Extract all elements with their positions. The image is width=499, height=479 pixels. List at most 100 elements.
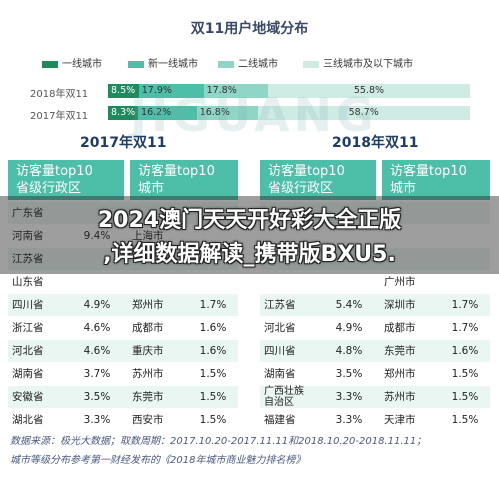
bar-segment: 58.7% — [257, 106, 470, 120]
banner-line-1: 2024澳门天天开好彩大全正版 — [97, 208, 402, 233]
legend-entry: 二线城市 — [218, 55, 278, 70]
province-name: 湖南省 — [264, 368, 296, 380]
legend-entry: 一线城市 — [42, 55, 102, 70]
city-header: 访客量top10 城市 — [130, 160, 238, 200]
legend-swatch — [42, 60, 58, 68]
legend-swatch — [218, 60, 234, 68]
bar-segment: 55.8% — [268, 84, 470, 98]
city-name: 重庆市 — [132, 345, 164, 357]
table-row — [8, 386, 238, 408]
province-share: 3.3% — [83, 414, 111, 426]
city-share: 1.5% — [451, 414, 479, 426]
province-name: 湖南省 — [12, 368, 44, 380]
bar-segment: 8.3% — [108, 106, 139, 120]
overlay-banner: 2024澳门天天开好彩大全正版 ,详细数据解读_携带版BXU5. — [0, 196, 499, 274]
table-row — [8, 202, 238, 224]
legend-entry: 新一线城市 — [128, 55, 198, 70]
province-share: 9.4% — [83, 230, 111, 242]
city-name: 成都市 — [384, 322, 416, 334]
table-row — [260, 271, 490, 293]
table-row — [260, 386, 490, 408]
table-row — [8, 248, 238, 270]
footer-source: 数据来源：极光大数据；取数周期：2017.10.20-2017.11.11和20… — [10, 436, 427, 447]
city-name — [132, 271, 188, 293]
province-share: 3.5% — [83, 391, 111, 403]
city-name: 郑州市 — [384, 368, 416, 380]
header-text: 城市 — [138, 181, 165, 196]
year-title: 2018年双11 — [332, 135, 419, 151]
province-share: 5.4% — [335, 299, 363, 311]
header-text: 访客量top10 — [16, 164, 93, 179]
province-name: 福建省 — [264, 414, 296, 426]
bar-category-label: 2017年双11 — [30, 111, 89, 122]
city-share — [188, 271, 238, 293]
province-share: 4.9% — [83, 299, 111, 311]
city-share: 1.5% — [199, 391, 227, 403]
table-row — [260, 202, 490, 224]
province-name: 广东省 — [12, 207, 44, 219]
province-name: 安徽省 — [12, 391, 44, 403]
province-name: 河北省 — [12, 345, 44, 357]
header-text: 城市 — [390, 181, 417, 196]
city-name: 西安市 — [132, 414, 164, 426]
bar-segment: 16.8% — [196, 106, 258, 120]
province-name: 河北省 — [264, 322, 296, 334]
city-share: 1.7% — [451, 322, 479, 334]
city-header: 访客量top10 城市 — [382, 160, 490, 200]
legend-label: 二线城市 — [238, 59, 278, 70]
header-text: 省级行政区 — [16, 181, 82, 196]
table-row — [260, 409, 490, 431]
province-name — [264, 271, 322, 293]
province-share: 3.3% — [335, 391, 363, 403]
province-share: 3.5% — [335, 368, 363, 380]
province-name: 湖北省 — [12, 414, 44, 426]
province-name: 四川省 — [264, 345, 296, 357]
province-share: 4.6% — [83, 322, 111, 334]
province-name: 四川省 — [12, 299, 44, 311]
bar-segment: 17.8% — [203, 84, 268, 98]
table-row — [8, 409, 238, 431]
province-name: 河南省 — [12, 230, 44, 242]
legend-label: 新一线城市 — [148, 59, 198, 70]
province-share: 4.6% — [83, 345, 111, 357]
city-name: 郑州市 — [132, 299, 164, 311]
bar-segment: 8.5% — [108, 84, 139, 98]
province-share: 4.8% — [335, 345, 363, 357]
bar-category-label: 2018年双11 — [30, 89, 89, 100]
province-name: 江苏省 — [12, 253, 44, 265]
province-name: 山东省 — [12, 276, 44, 288]
header-text: 访客量top10 — [138, 164, 215, 179]
city-share: 1.7% — [199, 299, 227, 311]
province-share — [70, 271, 124, 293]
banner-line-2: ,详细数据解读_携带版BXU5. — [103, 242, 396, 267]
city-name: 深圳市 — [384, 299, 416, 311]
city-name: 天津市 — [384, 414, 416, 426]
table-row — [260, 317, 490, 339]
city-name: 东莞市 — [384, 345, 416, 357]
table-row — [260, 248, 490, 270]
table-row — [8, 294, 238, 316]
province-name: 广西壮族 自治区 — [264, 386, 304, 408]
table-row — [8, 340, 238, 362]
header-text: 访客量top10 — [268, 164, 345, 179]
watermark: JIGUANG — [130, 88, 378, 142]
table-row — [260, 225, 490, 247]
city-share: 1.5% — [199, 368, 227, 380]
province-share: 3.7% — [83, 368, 111, 380]
table-row — [8, 317, 238, 339]
legend-swatch — [128, 60, 144, 68]
header-text: 省级行政区 — [268, 181, 334, 196]
city-share: 1.6% — [199, 322, 227, 334]
city-share: 1.6% — [199, 345, 227, 357]
province-header: 访客量top10 省级行政区 — [260, 160, 376, 200]
legend-entry: 三线城市及以下城市 — [303, 55, 413, 70]
chart-title: 双11用户地域分布 — [190, 21, 309, 37]
bar-segment: 16.2% — [138, 106, 197, 120]
city-share: 1.7% — [451, 299, 479, 311]
city-name: 东莞市 — [132, 391, 164, 403]
table-row — [8, 271, 238, 293]
table-row — [260, 340, 490, 362]
year-title: 2017年双11 — [80, 135, 167, 151]
legend-swatch — [303, 60, 319, 68]
city-name: 苏州市 — [384, 391, 416, 403]
